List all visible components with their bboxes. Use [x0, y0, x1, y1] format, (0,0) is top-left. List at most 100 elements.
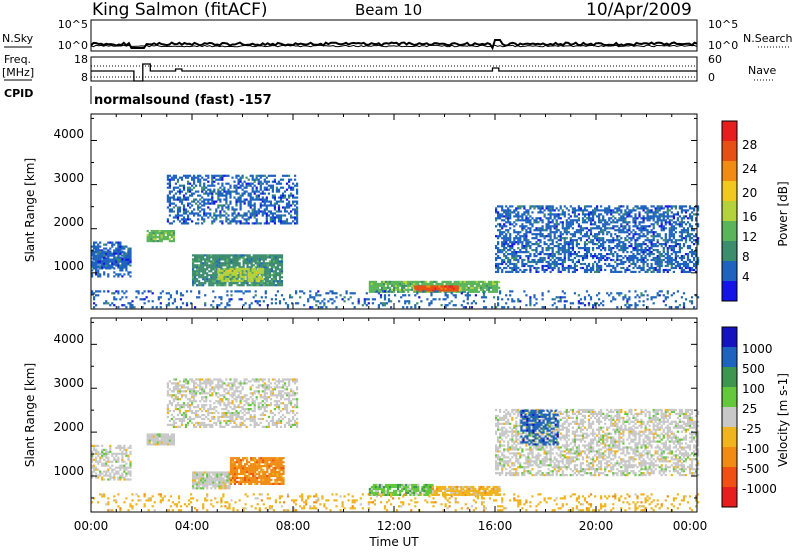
data-cell	[525, 251, 528, 254]
data-cell	[240, 266, 243, 269]
data-cell	[193, 212, 196, 215]
data-cell	[559, 205, 562, 208]
data-cell	[141, 292, 144, 295]
power-colorbar-frame	[721, 120, 738, 302]
data-cell	[553, 217, 556, 220]
data-cell	[638, 235, 641, 238]
data-cell	[672, 229, 675, 232]
data-cell	[674, 253, 677, 256]
data-cell	[299, 296, 302, 299]
data-cell	[511, 223, 514, 226]
data-cell	[628, 213, 631, 216]
data-cell	[680, 229, 683, 232]
data-cell	[551, 221, 554, 224]
data-cell	[503, 243, 506, 246]
data-cell	[650, 264, 653, 268]
data-cell	[243, 192, 246, 195]
data-cell	[217, 182, 220, 185]
data-cell	[682, 302, 686, 305]
data-cell	[523, 219, 526, 222]
data-cell	[247, 184, 250, 187]
data-cell	[242, 260, 245, 263]
data-cell	[527, 241, 530, 244]
data-cell	[549, 215, 552, 218]
data-cell	[569, 241, 572, 244]
data-cell	[180, 184, 184, 187]
data-cell	[557, 243, 560, 246]
data-cell	[225, 182, 228, 185]
data-cell	[644, 243, 647, 246]
data-cell	[684, 229, 688, 232]
data-cell	[656, 268, 659, 272]
data-cell	[335, 306, 338, 309]
data-cell	[235, 186, 238, 189]
data-cell	[523, 264, 526, 268]
data-cell	[527, 217, 530, 220]
data-cell	[497, 215, 500, 218]
data-cell	[393, 280, 396, 283]
data-cell	[199, 210, 202, 213]
colorbar-segment	[722, 181, 737, 201]
data-cell	[384, 280, 388, 283]
data-cell	[559, 258, 562, 262]
data-cell	[257, 279, 260, 282]
data-cell	[258, 284, 261, 287]
data-cell	[559, 221, 562, 224]
data-cell	[648, 241, 651, 244]
data-cell	[202, 258, 205, 261]
data-cell	[236, 284, 239, 287]
data-cell	[555, 225, 558, 228]
data-cell	[418, 296, 421, 299]
data-cell	[198, 256, 201, 259]
data-cell	[238, 262, 241, 265]
data-cell	[658, 268, 661, 272]
data-cell	[276, 284, 279, 287]
data-cell	[214, 276, 217, 279]
data-cell	[557, 270, 560, 273]
data-cell	[109, 476, 112, 479]
data-cell	[255, 186, 258, 189]
data-cell	[519, 215, 522, 218]
data-cell	[105, 470, 108, 473]
data-cell	[168, 210, 171, 213]
data-cell	[598, 215, 601, 218]
data-cell	[461, 286, 464, 289]
data-cell	[563, 258, 566, 262]
data-cell	[196, 278, 199, 281]
data-cell	[193, 176, 196, 179]
data-cell	[184, 208, 188, 211]
data-cell	[525, 247, 528, 250]
data-cell	[477, 282, 480, 285]
data-cell	[164, 236, 167, 239]
data-cell	[271, 190, 274, 193]
data-cell	[658, 243, 661, 246]
data-cell	[569, 233, 572, 236]
data-cell	[158, 236, 161, 239]
data-cell	[279, 194, 283, 197]
data-cell	[223, 174, 226, 177]
data-cell	[292, 182, 295, 185]
data-cell	[197, 214, 200, 217]
data-cell	[401, 284, 404, 287]
data-cell	[547, 223, 550, 226]
data-cell	[587, 264, 591, 268]
data-cell	[620, 292, 623, 295]
data-cell	[581, 255, 585, 258]
data-cell	[180, 214, 184, 217]
data-cell	[123, 273, 126, 276]
data-cell	[236, 262, 239, 265]
data-cell	[393, 282, 396, 285]
data-cell	[632, 253, 635, 256]
data-cell	[680, 268, 683, 272]
data-cell	[644, 239, 647, 242]
data-cell	[395, 286, 398, 289]
data-cell	[279, 222, 283, 225]
data-cell	[445, 290, 448, 293]
data-cell	[218, 256, 221, 259]
data-cell	[374, 284, 377, 287]
data-cell	[487, 282, 491, 285]
data-cell	[156, 236, 159, 239]
data-cell	[382, 288, 386, 291]
data-cell	[505, 294, 508, 297]
data-cell	[425, 280, 428, 283]
